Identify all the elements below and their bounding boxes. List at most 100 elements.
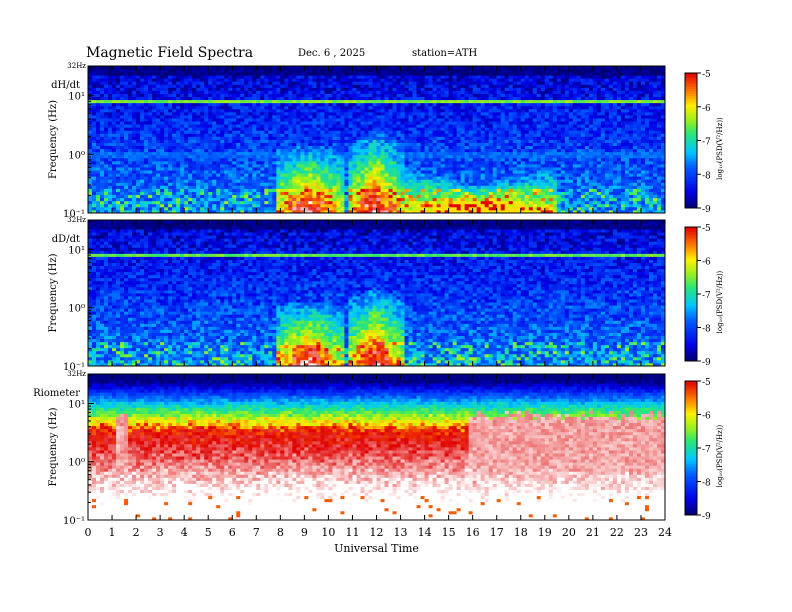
spectrogram-cell (476, 206, 482, 211)
spectrogram-cell (232, 151, 237, 156)
spectrogram-cell (196, 69, 201, 73)
spectrogram-cell (184, 179, 189, 183)
spectrogram-cell (116, 142, 121, 147)
spectrogram-cell (460, 121, 466, 125)
spectrogram-cell (144, 84, 149, 88)
spectrogram-cell (472, 121, 478, 125)
spectrogram-cell (416, 185, 421, 189)
spectrogram-cell (428, 84, 433, 88)
spectrogram-cell (100, 173, 105, 177)
spectrogram-cell (100, 194, 105, 199)
spectrogram-cell (456, 115, 462, 119)
spectrogram-cell (136, 136, 141, 140)
spectrogram-cell (380, 182, 385, 186)
spectrogram-cell (112, 157, 117, 162)
spectrogram-cell (152, 176, 157, 180)
spectrogram-cell (292, 179, 297, 183)
spectrogram-cell (292, 93, 297, 98)
spectrogram-cell (244, 78, 249, 82)
spectrogram-cell (312, 102, 317, 107)
spectrogram-cell (380, 194, 385, 199)
spectrogram-cell (324, 209, 329, 214)
spectrogram-cell (276, 133, 281, 137)
spectrogram-cell (388, 188, 393, 192)
spectrogram-cell (156, 148, 161, 153)
spectrogram-cell (308, 136, 313, 140)
spectrogram-cell (252, 90, 257, 94)
spectrogram-cell (288, 136, 293, 140)
spectrogram-cell (468, 121, 474, 125)
spectrogram-cell (188, 127, 193, 131)
spectrogram-cell (272, 90, 277, 94)
spectrogram-cell (144, 173, 149, 177)
spectrogram-cell (160, 69, 165, 73)
spectrogram-cell (348, 99, 353, 104)
spectrogram-cell (172, 133, 177, 137)
spectrogram-cell (384, 84, 389, 88)
spectrogram-cell (248, 145, 253, 150)
spectrogram-cell (144, 66, 149, 70)
spectrogram-cell (480, 118, 486, 122)
spectrogram-cell (476, 69, 482, 73)
spectrogram-cell (308, 197, 313, 202)
spectrogram-cell (320, 167, 325, 171)
spectrogram-cell (500, 197, 506, 202)
spectrogram-cell (100, 145, 105, 150)
spectrogram-cell (436, 96, 442, 101)
spectrogram-cell (192, 118, 197, 122)
spectrogram-cell (180, 145, 185, 150)
spectrogram-cell (148, 209, 153, 214)
spectrogram-cell (416, 176, 421, 180)
spectrogram-cell (428, 148, 433, 153)
spectrogram-cell (464, 164, 470, 168)
spectrogram-cell (112, 96, 117, 101)
spectrogram-cell (436, 160, 442, 165)
spectrogram-cell (136, 93, 141, 98)
spectrogram-cell (372, 157, 377, 162)
spectrogram-cell (360, 154, 365, 159)
spectrogram-cell (300, 197, 305, 202)
spectrogram-cell (432, 160, 438, 165)
spectrogram-cell (424, 200, 429, 205)
spectrogram-cell (424, 75, 429, 79)
spectrogram-cell (248, 179, 253, 183)
spectrogram-cell (312, 197, 317, 202)
spectrogram-cell (412, 160, 417, 165)
spectrogram-cell (484, 69, 490, 73)
spectrogram-cell (92, 151, 97, 156)
spectrogram-cell (132, 81, 137, 85)
spectrogram-cell (304, 170, 309, 174)
spectrogram-cell (124, 167, 129, 171)
spectrogram-cell (276, 179, 281, 183)
spectrogram-cell (276, 72, 281, 76)
spectrogram-cell (296, 111, 301, 116)
spectrogram-cell (408, 72, 413, 76)
spectrogram-cell (480, 145, 486, 150)
spectrogram-cell (400, 176, 405, 180)
spectrogram-cell (480, 87, 486, 91)
spectrogram-cell (272, 105, 277, 110)
spectrogram-cell (248, 75, 253, 79)
spectrogram-cell (388, 167, 393, 171)
spectrogram-cell (484, 105, 490, 110)
spectrogram-cell (236, 136, 241, 140)
spectrogram-cell (488, 179, 494, 183)
spectrogram-cell (128, 145, 133, 150)
spectrogram-cell (220, 160, 225, 165)
spectrogram-cell (456, 173, 462, 177)
spectrogram-cell (284, 87, 289, 91)
spectrogram-cell (284, 133, 289, 137)
spectrogram-cell (428, 179, 433, 183)
spectrogram-cell (332, 209, 337, 214)
spectrogram-cell (120, 102, 125, 107)
spectrogram-cell (136, 105, 141, 110)
spectrogram-cell (408, 69, 413, 73)
spectrogram-cell (264, 145, 269, 150)
spectrogram-cell (92, 115, 97, 119)
spectrogram-cell (408, 167, 413, 171)
spectrogram-cell (484, 108, 490, 113)
spectrogram-cell (204, 111, 209, 116)
spectrogram-cell (216, 105, 221, 110)
spectrogram-cell (368, 136, 373, 140)
spectrogram-cell (444, 69, 450, 73)
